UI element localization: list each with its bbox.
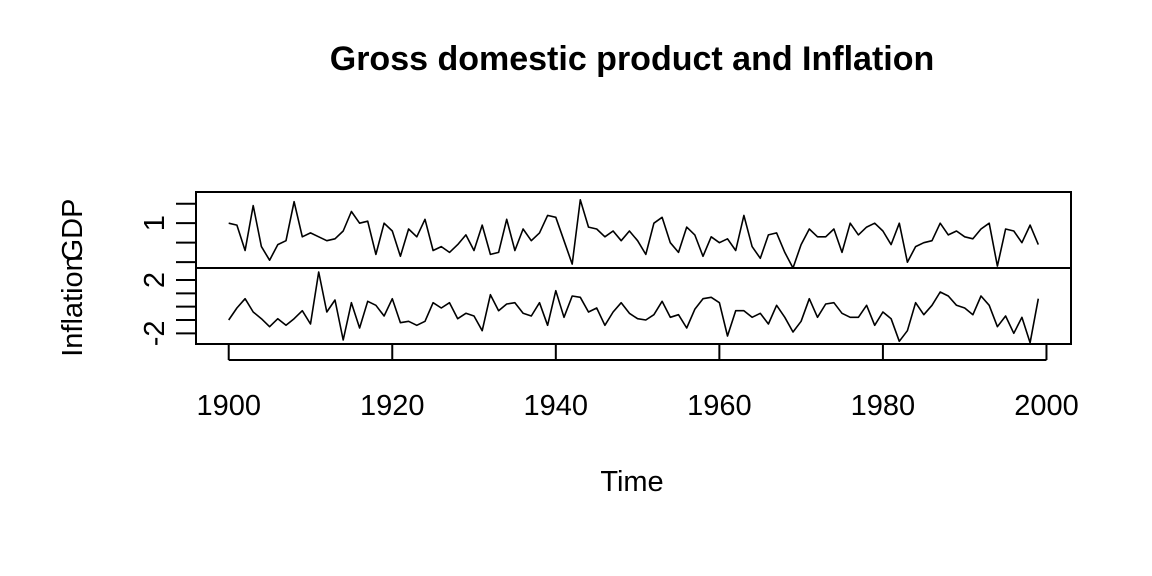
x-tick-label: 1900 bbox=[196, 390, 261, 422]
plot-layer: 1 GDP -2 2 Inflation 1900 1920 1940 1960 1980 2000 bbox=[57, 191, 1079, 422]
gdp-panel-frame bbox=[195, 191, 1072, 269]
chart-title: Gross domestic product and Inflation bbox=[330, 40, 935, 78]
x-tick-label: 1940 bbox=[524, 390, 589, 422]
gdp-y-tick-label: 1 bbox=[139, 215, 171, 231]
inflation-y-tick-label: -2 bbox=[139, 320, 171, 346]
inflation-panel-frame bbox=[195, 267, 1072, 345]
x-tick-label: 2000 bbox=[1014, 390, 1079, 422]
inflation-y-tick-label: 2 bbox=[139, 272, 171, 288]
inflation-series-line bbox=[228, 271, 1040, 344]
x-axis-label: Time bbox=[600, 466, 663, 498]
x-tick-label: 1920 bbox=[360, 390, 425, 422]
inflation-axis-label: Inflation bbox=[57, 255, 89, 357]
gdp-series-line bbox=[228, 199, 1040, 269]
x-tick-label: 1960 bbox=[687, 390, 752, 422]
gdp-axis-label: GDP bbox=[57, 199, 89, 262]
x-tick-label: 1980 bbox=[851, 390, 916, 422]
